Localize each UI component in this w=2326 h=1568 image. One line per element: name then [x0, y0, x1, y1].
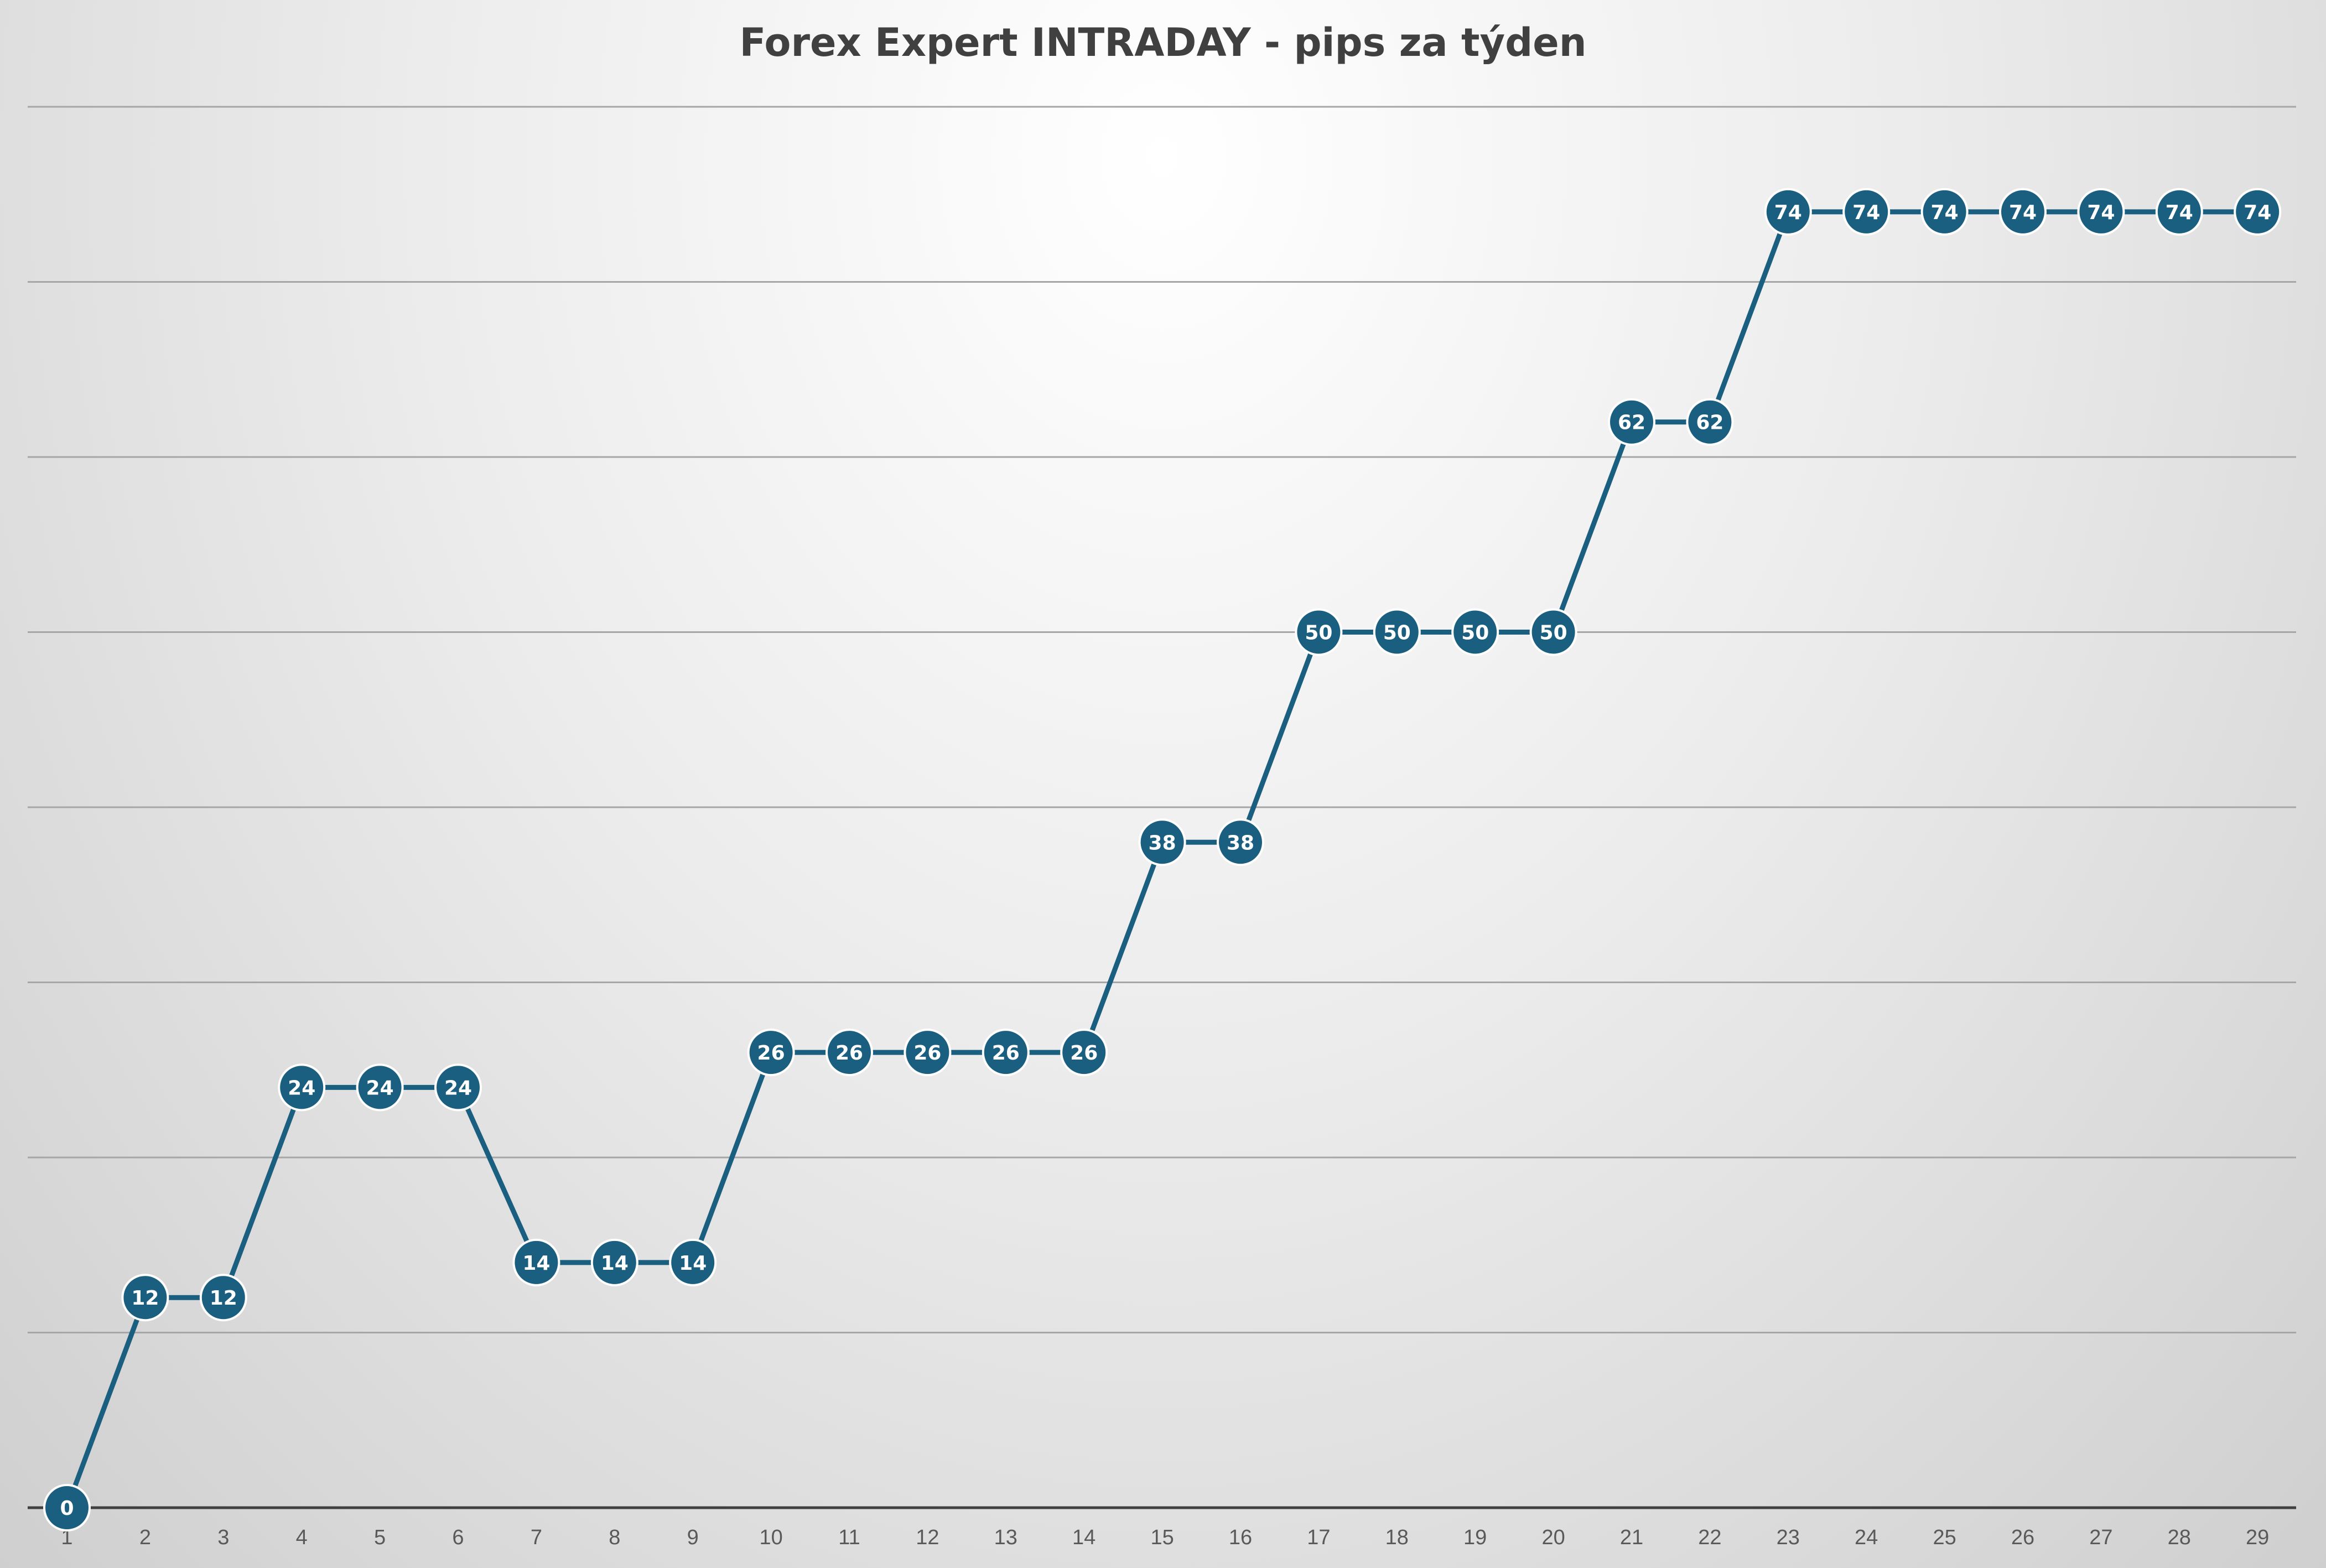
data-label: 62: [1696, 412, 1723, 434]
data-point: [1529, 608, 1577, 656]
data-label: 12: [131, 1287, 159, 1310]
data-point: [982, 1029, 1030, 1077]
x-tick-label: 28: [2168, 1526, 2191, 1549]
data-label: 24: [444, 1077, 472, 1099]
data-label: 74: [1852, 201, 1880, 224]
data-label: 74: [2009, 201, 2037, 224]
data-label: 50: [1305, 622, 1332, 645]
chart-title: Forex Expert INTRADAY - pips za týden: [739, 20, 1587, 65]
x-tick-label: 6: [452, 1526, 464, 1549]
x-tick-label: 22: [1698, 1526, 1721, 1549]
x-tick-label: 26: [2011, 1526, 2034, 1549]
data-label: 12: [210, 1287, 237, 1310]
data-point: [825, 1029, 873, 1077]
data-point: [1373, 608, 1421, 656]
x-tick-label: 27: [2089, 1526, 2112, 1549]
x-tick-label: 29: [2246, 1526, 2269, 1549]
x-tick-label: 3: [217, 1526, 229, 1549]
x-tick-label: 20: [1541, 1526, 1565, 1549]
x-tick-label: 24: [1855, 1526, 1878, 1549]
data-point: [747, 1029, 795, 1077]
data-point: [1138, 818, 1186, 866]
x-tick-label: 4: [296, 1526, 308, 1549]
data-point: [2234, 188, 2282, 236]
data-point: [1217, 818, 1264, 866]
x-tick-label: 14: [1072, 1526, 1095, 1549]
data-point: [1060, 1029, 1108, 1077]
data-label: 26: [835, 1042, 863, 1065]
data-label: 74: [1774, 201, 1802, 224]
data-point: [434, 1063, 482, 1112]
data-point: [1764, 188, 1812, 236]
data-point: [590, 1238, 638, 1286]
data-point: [904, 1029, 952, 1077]
x-tick-label: 19: [1463, 1526, 1487, 1549]
data-point: [1842, 188, 1891, 236]
data-label: 50: [1383, 622, 1411, 645]
x-tick-label: 25: [1933, 1526, 1956, 1549]
data-label: 26: [757, 1042, 785, 1065]
data-label: 26: [913, 1042, 941, 1065]
data-label: 38: [1149, 832, 1176, 854]
x-tick-label: 5: [374, 1526, 386, 1549]
data-point: [278, 1063, 326, 1112]
data-point: [1999, 188, 2047, 236]
data-label: 14: [679, 1252, 707, 1275]
x-tick-label: 11: [838, 1526, 860, 1549]
data-label: 14: [601, 1252, 629, 1275]
data-point: [1295, 608, 1343, 656]
x-tick-label: 15: [1150, 1526, 1174, 1549]
data-label: 74: [2166, 201, 2193, 224]
data-point: [2155, 188, 2203, 236]
x-tick-label: 9: [687, 1526, 699, 1549]
data-point: [121, 1274, 169, 1322]
x-tick-label: 16: [1229, 1526, 1252, 1549]
data-point: [43, 1484, 91, 1531]
data-label: 74: [1931, 201, 1959, 224]
data-label: 26: [992, 1042, 1020, 1065]
x-tick-label: 18: [1385, 1526, 1409, 1549]
data-point: [1451, 608, 1499, 656]
x-tick-label: 13: [994, 1526, 1017, 1549]
x-tick-label: 2: [139, 1526, 151, 1549]
data-point: [199, 1274, 247, 1322]
data-point: [2077, 188, 2125, 236]
data-label: 38: [1227, 832, 1254, 854]
data-label: 26: [1070, 1042, 1098, 1065]
data-point: [1608, 398, 1655, 446]
data-point: [1920, 188, 1969, 236]
data-label: 50: [1461, 622, 1489, 645]
data-label: 62: [1618, 412, 1645, 434]
x-tick-label: 12: [916, 1526, 939, 1549]
x-tick-label: 8: [609, 1526, 620, 1549]
x-tick-label: 1: [61, 1526, 72, 1549]
data-point: [1686, 398, 1734, 446]
data-label: 0: [60, 1497, 74, 1520]
data-label: 24: [366, 1077, 394, 1099]
data-label: 24: [288, 1077, 315, 1099]
x-tick-label: 17: [1307, 1526, 1330, 1549]
data-point: [356, 1063, 404, 1112]
data-point: [512, 1238, 560, 1286]
x-tick-label: 23: [1777, 1526, 1800, 1549]
data-label: 74: [2087, 201, 2115, 224]
x-tick-label: 10: [759, 1526, 782, 1549]
data-label: 50: [1540, 622, 1567, 645]
data-point: [669, 1238, 717, 1286]
data-label: 74: [2244, 201, 2271, 224]
data-label: 14: [522, 1252, 550, 1275]
x-tick-label: 7: [531, 1526, 542, 1549]
x-tick-label: 21: [1620, 1526, 1643, 1549]
